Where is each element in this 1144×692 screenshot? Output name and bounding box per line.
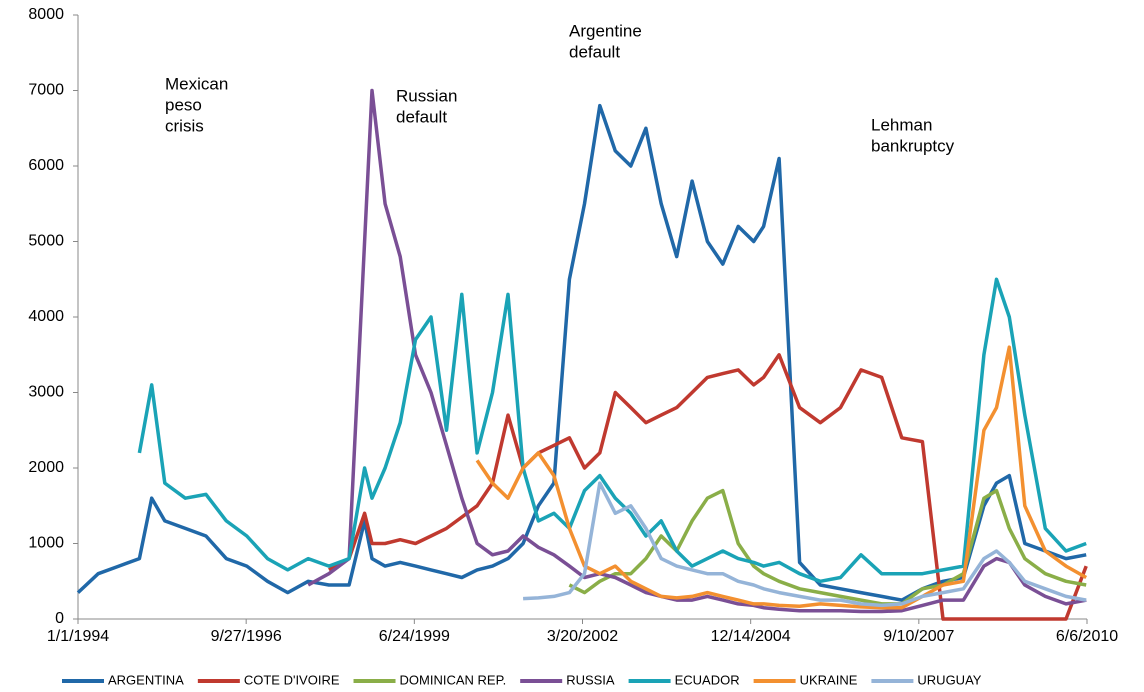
y-tick-label: 7000 <box>28 82 64 99</box>
y-tick-label: 0 <box>55 610 64 627</box>
annotation: default <box>569 42 620 61</box>
annotation: bankruptcy <box>871 136 955 155</box>
series-line <box>328 353 1088 621</box>
annotation: Mexican <box>165 74 228 93</box>
annotation: Lehman <box>871 115 932 134</box>
series-line <box>76 103 1087 602</box>
series-line <box>475 345 1088 610</box>
y-tick-label: 3000 <box>28 384 64 401</box>
annotation: crisis <box>165 116 204 135</box>
x-tick-label: 9/27/1996 <box>211 628 282 645</box>
legend-label: RUSSIA <box>566 672 615 687</box>
y-tick-label: 4000 <box>28 308 64 325</box>
annotation: peso <box>165 95 202 114</box>
y-tick-label: 5000 <box>28 233 64 250</box>
legend-label: DOMINICAN REP. <box>400 672 507 687</box>
x-tick-label: 3/20/2002 <box>547 628 618 645</box>
legend-label: COTE D'IVOIRE <box>244 672 340 687</box>
legend-label: UKRAINE <box>800 672 858 687</box>
series-line <box>137 277 1087 584</box>
legend-label: URUGUAY <box>917 672 981 687</box>
y-tick-label: 6000 <box>28 157 64 174</box>
x-tick-label: 6/6/2010 <box>1056 628 1118 645</box>
y-tick-label: 1000 <box>28 535 64 552</box>
x-tick-label: 1/1/1994 <box>47 628 109 645</box>
y-tick-label: 8000 <box>28 6 64 23</box>
annotation: default <box>396 107 447 126</box>
annotation: Argentine <box>569 21 642 40</box>
legend-label: ARGENTINA <box>108 672 184 687</box>
legend-label: ECUADOR <box>675 672 740 687</box>
x-tick-label: 9/10/2007 <box>883 628 954 645</box>
series-line <box>568 488 1087 606</box>
y-tick-label: 2000 <box>28 459 64 476</box>
annotation: Russian <box>396 86 457 105</box>
x-tick-label: 6/24/1999 <box>379 628 450 645</box>
series-line <box>523 481 1087 608</box>
x-tick-label: 12/14/2004 <box>711 628 791 645</box>
